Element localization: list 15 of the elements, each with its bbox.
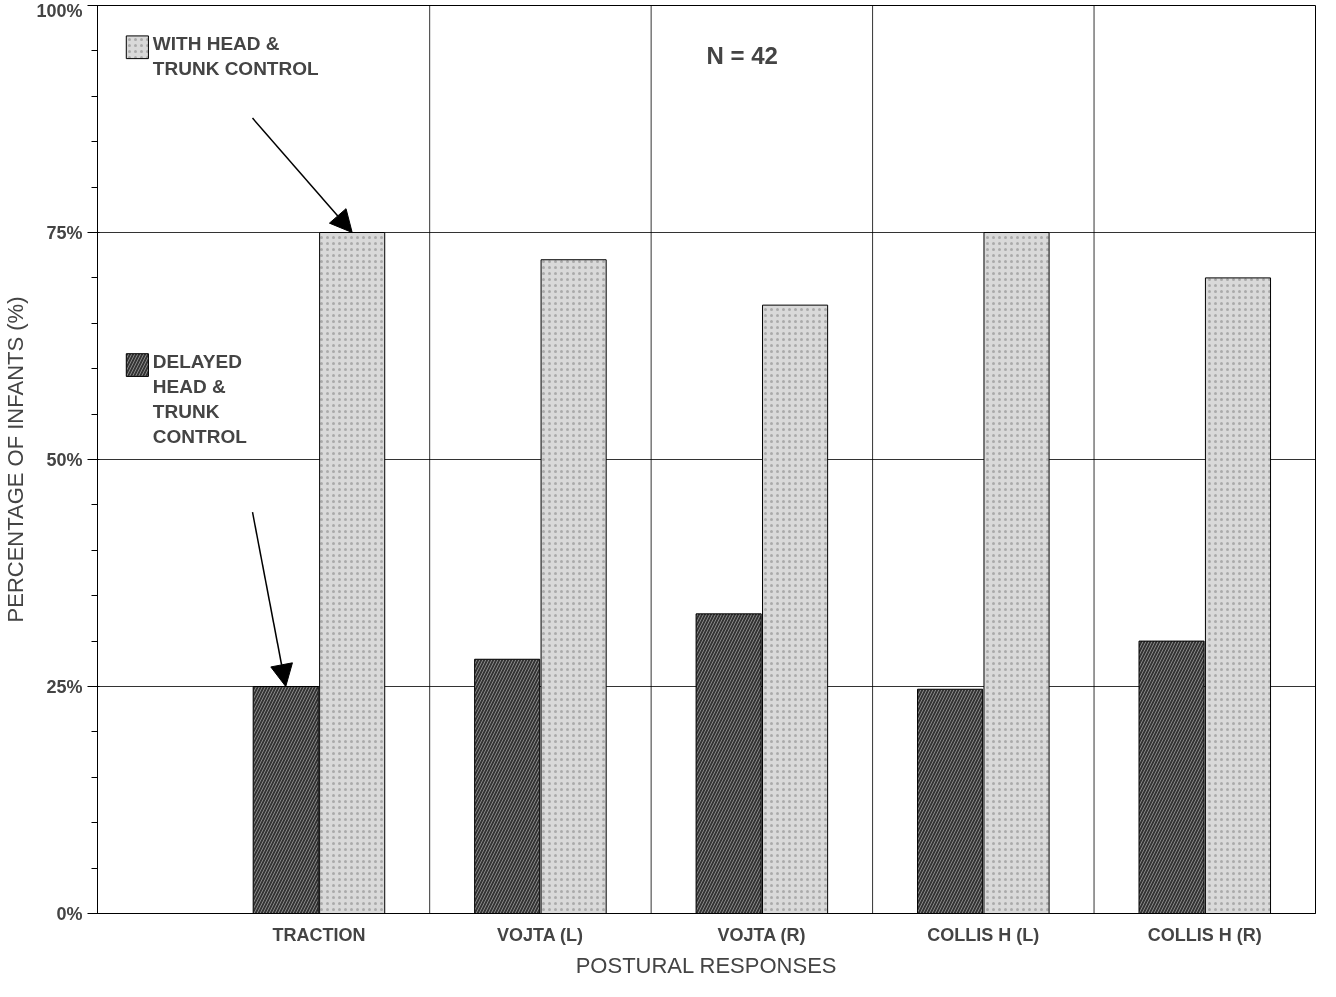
x-axis-title: POSTURAL RESPONSES [575, 952, 837, 978]
annotation: N = 42 [706, 42, 778, 70]
y-tick-label: 50% [46, 449, 83, 470]
y-tick-label: 100% [36, 0, 83, 21]
x-tick-label: VOJTA (L) [497, 924, 584, 945]
y-axis-title: PERCENTAGE OF INFANTS (%) [3, 296, 29, 623]
y-tick-label: 25% [46, 676, 83, 697]
x-tick-label: COLLIS H (R) [1147, 924, 1262, 945]
x-tick-label: TRACTION [272, 924, 366, 945]
legend-label: WITH HEAD & TRUNK CONTROL [152, 32, 319, 79]
x-tick-label: COLLIS H (L) [927, 924, 1040, 945]
y-tick-label: 0% [56, 903, 83, 924]
x-tick-label: VOJTA (R) [717, 924, 806, 945]
legend-label: DELAYED HEAD & TRUNK CONTROL [152, 350, 248, 448]
y-tick-label: 75% [46, 222, 83, 243]
